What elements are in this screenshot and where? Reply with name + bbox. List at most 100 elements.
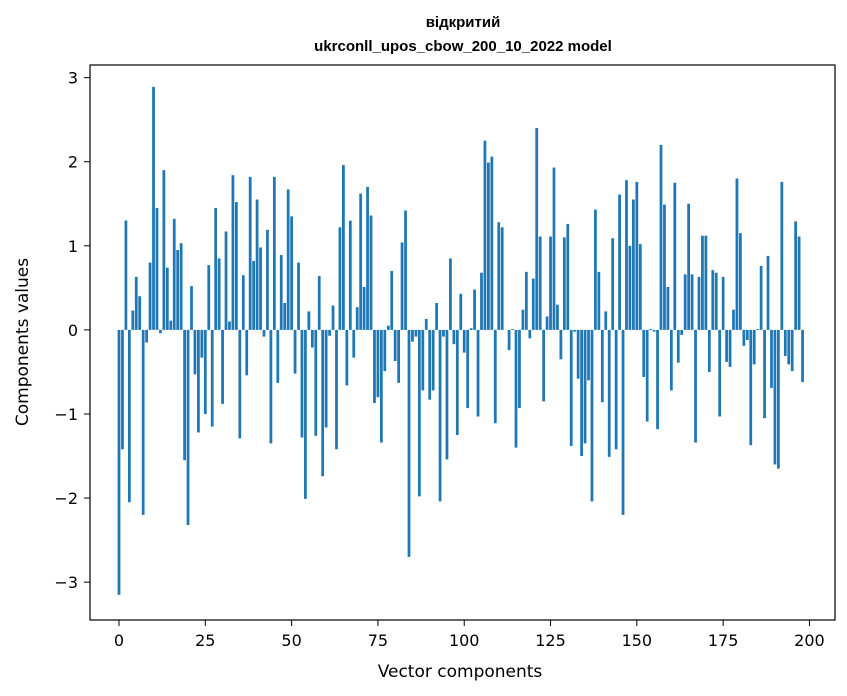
bar-70: [359, 193, 363, 330]
bar-133: [576, 329, 580, 379]
bar-119: [528, 329, 532, 339]
bar-6: [138, 296, 142, 330]
bar-118: [524, 271, 528, 330]
bar-100: [462, 329, 466, 353]
bar-178: [732, 309, 735, 330]
bar-169: [701, 235, 704, 330]
bar-102: [469, 328, 473, 330]
bar-164: [683, 274, 687, 330]
bar-168: [697, 276, 701, 330]
bar-114: [511, 329, 514, 330]
x-tick-label: 75: [368, 631, 388, 650]
bar-23: [197, 329, 200, 433]
bar-161: [673, 182, 677, 330]
bar-147: [625, 180, 628, 330]
bar-85: [411, 329, 414, 342]
plot-frame: [89, 64, 836, 621]
bar-38: [248, 176, 252, 330]
bar-186: [759, 265, 763, 330]
bar-44: [269, 329, 273, 444]
bar-166: [690, 274, 694, 330]
bar-150: [635, 181, 639, 330]
bar-108: [490, 156, 494, 330]
x-axis-ticks: 0 25 50 75 100 125 150 175 200: [114, 620, 825, 650]
bar-144: [614, 329, 618, 450]
x-tick-label: 125: [535, 631, 566, 650]
bar-2: [124, 220, 128, 330]
bar-12: [159, 329, 162, 334]
bar-4: [131, 310, 135, 330]
bar-42: [262, 329, 266, 337]
bar-171: [707, 329, 711, 372]
bar-138: [594, 209, 597, 330]
bar-27: [210, 329, 214, 427]
bar-130: [566, 223, 570, 330]
bar-154: [649, 329, 653, 330]
bar-98: [455, 329, 459, 435]
bar-95: [445, 329, 449, 460]
bar-197: [797, 236, 801, 330]
y-tick-label: 2: [68, 153, 78, 172]
bar-174: [718, 329, 722, 417]
bar-15: [169, 320, 173, 330]
x-axis-label: Vector components: [378, 662, 543, 682]
bar-123: [542, 329, 546, 402]
bar-188: [766, 255, 770, 330]
bar-96: [449, 258, 452, 330]
bar-50: [290, 216, 293, 330]
x-tick-label: 175: [708, 631, 739, 650]
bar-60: [324, 329, 328, 428]
bar-125: [549, 236, 552, 330]
y-tick-label: 0: [68, 321, 78, 340]
y-tick-label: −3: [54, 573, 78, 592]
bar-55: [307, 311, 311, 330]
y-tick-label: −2: [54, 489, 78, 508]
bar-5: [134, 276, 138, 330]
bar-126: [552, 167, 556, 330]
bar-72: [366, 186, 369, 330]
bar-24: [200, 329, 204, 358]
bar-140: [600, 329, 604, 403]
bar-56: [310, 329, 314, 348]
bar-170: [704, 235, 708, 330]
bar-57: [314, 329, 318, 436]
bar-103: [473, 289, 476, 330]
bar-77: [383, 329, 387, 372]
x-tick-label: 0: [114, 631, 124, 650]
bar-63: [335, 329, 338, 450]
bar-190: [773, 329, 777, 465]
bar-49: [286, 189, 290, 330]
bar-79: [390, 271, 394, 330]
bar-193: [783, 329, 787, 356]
bar-1: [121, 329, 124, 450]
bar-9: [148, 262, 152, 330]
bar-74: [373, 329, 376, 404]
bar-163: [680, 329, 684, 335]
bar-75: [376, 329, 380, 398]
bar-142: [607, 329, 611, 457]
bar-40: [255, 199, 259, 330]
bar-151: [638, 244, 642, 330]
bar-107: [487, 162, 490, 330]
bar-159: [666, 287, 670, 330]
bar-65: [342, 165, 345, 330]
bar-117: [521, 309, 525, 330]
bar-115: [514, 329, 518, 448]
x-tick-label: 25: [195, 631, 215, 650]
bar-156: [656, 329, 659, 430]
bar-22: [193, 329, 197, 375]
bar-71: [362, 287, 366, 330]
bar-78: [386, 325, 390, 330]
bar-120: [531, 278, 535, 330]
x-tick-label: 50: [281, 631, 301, 650]
bar-92: [435, 302, 438, 330]
bar-30: [221, 329, 224, 404]
bar-36: [241, 275, 245, 330]
bar-34: [234, 202, 238, 330]
bar-185: [756, 329, 760, 330]
y-tick-label: −1: [54, 405, 78, 424]
bar-124: [545, 316, 549, 330]
bar-179: [735, 178, 739, 330]
bar-143: [611, 238, 615, 330]
